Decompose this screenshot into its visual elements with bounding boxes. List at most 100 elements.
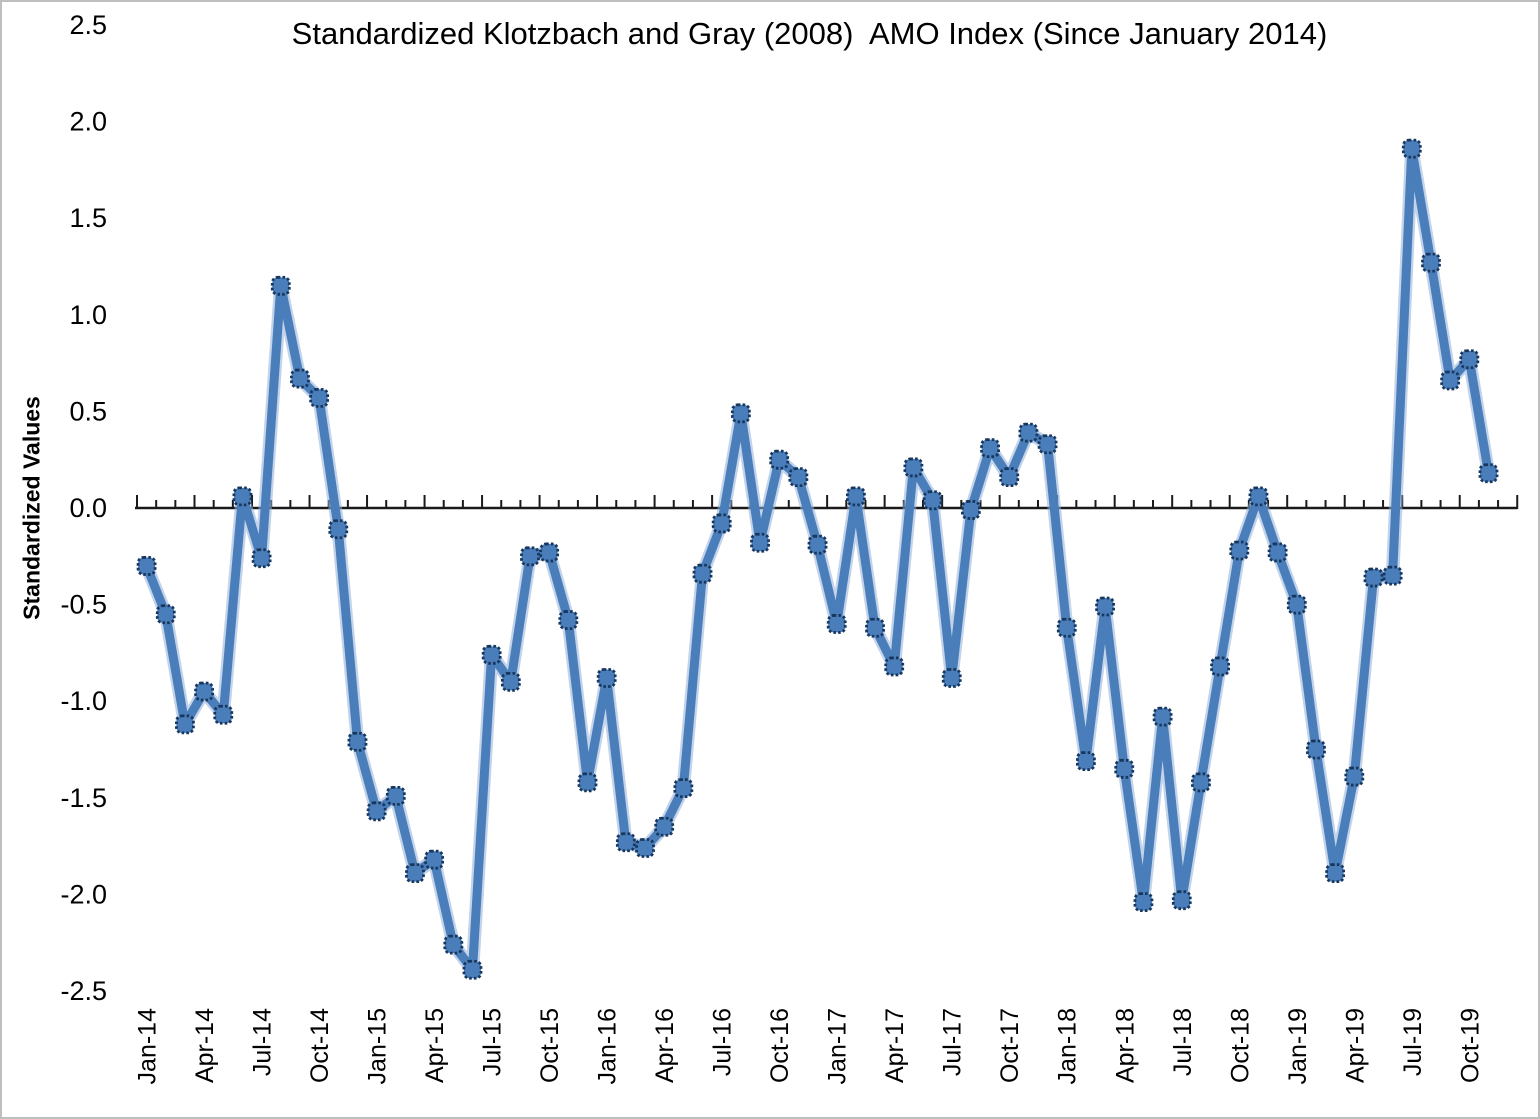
y-tick-label: 2.5 xyxy=(69,10,107,40)
data-point xyxy=(1076,751,1096,771)
data-point xyxy=(1248,486,1269,507)
data-point xyxy=(845,486,866,507)
y-tick-label: -0.5 xyxy=(60,590,107,620)
x-tick-label: Oct-14 xyxy=(306,1008,334,1083)
data-point xyxy=(309,387,330,408)
data-point xyxy=(1191,772,1211,793)
x-tick-label: Jan-15 xyxy=(364,1008,392,1084)
data-point xyxy=(270,275,291,296)
x-tick-label: Oct-17 xyxy=(996,1008,1024,1083)
data-point xyxy=(443,934,464,955)
x-tick-label: Jan-18 xyxy=(1054,1008,1082,1084)
data-point xyxy=(558,610,579,630)
data-point xyxy=(999,467,1020,487)
data-point xyxy=(1267,542,1288,563)
x-tick-label: Jan-16 xyxy=(594,1008,622,1084)
x-tick-label: Apr-19 xyxy=(1341,1008,1369,1083)
data-point xyxy=(424,849,445,870)
x-tick-label: Jan-19 xyxy=(1284,1008,1312,1084)
data-point xyxy=(577,772,598,793)
data-point xyxy=(596,668,617,688)
x-tick-label: Oct-16 xyxy=(766,1008,794,1083)
data-point xyxy=(941,668,962,688)
data-point xyxy=(1363,567,1384,588)
data-point xyxy=(692,563,713,584)
data-point xyxy=(807,534,828,555)
x-tick-label: Oct-19 xyxy=(1456,1008,1484,1083)
x-tick-label: Apr-14 xyxy=(191,1008,219,1083)
data-point xyxy=(635,838,655,858)
data-point xyxy=(251,548,272,569)
x-tick-label: Jul-14 xyxy=(249,1008,277,1076)
data-point xyxy=(366,801,387,822)
data-point xyxy=(155,604,176,625)
x-tick-label: Oct-15 xyxy=(536,1008,564,1083)
x-tick-label: Jul-19 xyxy=(1399,1008,1427,1076)
data-point xyxy=(539,542,560,563)
data-point xyxy=(1171,890,1192,911)
data-point xyxy=(903,457,924,478)
y-tick-label: 0.5 xyxy=(69,396,107,426)
x-tick-label: Jul-18 xyxy=(1169,1008,1197,1076)
x-tick-label: Apr-17 xyxy=(881,1008,909,1083)
data-point xyxy=(500,671,521,692)
x-tick-label: Jan-14 xyxy=(134,1008,162,1085)
data-point xyxy=(1306,739,1326,760)
y-tick-label: -1.0 xyxy=(60,686,107,716)
data-point xyxy=(980,438,1000,459)
data-point xyxy=(1478,463,1499,484)
x-tick-label: Apr-18 xyxy=(1111,1008,1139,1083)
x-tick-label: Apr-16 xyxy=(651,1008,679,1083)
y-tick-label: 0.0 xyxy=(69,493,107,523)
data-point xyxy=(730,403,751,424)
x-tick-label: Jul-15 xyxy=(479,1008,507,1076)
y-tick-label: -2.5 xyxy=(60,976,107,1006)
chart-title: Standardized Klotzbach and Gray (2008) A… xyxy=(291,16,1328,51)
y-tick-label: 1.5 xyxy=(69,203,107,233)
data-point xyxy=(328,519,349,540)
data-point xyxy=(1152,706,1173,727)
data-point xyxy=(481,644,502,665)
data-point xyxy=(347,731,368,752)
data-point xyxy=(826,614,847,634)
y-tick-label: 2.0 xyxy=(69,107,107,137)
x-tick-label: Apr-15 xyxy=(421,1008,449,1083)
data-point xyxy=(1421,252,1441,273)
x-tick-label: Jul-16 xyxy=(709,1008,737,1076)
data-point xyxy=(290,368,310,389)
data-point xyxy=(1133,892,1154,913)
x-tick-label: Jan-17 xyxy=(824,1008,852,1084)
data-point xyxy=(213,704,234,725)
data-point xyxy=(1229,540,1250,561)
y-tick-label: 1.0 xyxy=(69,300,107,330)
data-point xyxy=(654,816,675,837)
data-point xyxy=(711,513,732,534)
x-tick-label: Oct-18 xyxy=(1226,1008,1254,1083)
data-point xyxy=(1440,370,1461,391)
x-tick-label: Jul-17 xyxy=(939,1008,967,1076)
data-point xyxy=(136,556,157,576)
data-point xyxy=(232,486,253,507)
data-point xyxy=(1382,565,1403,586)
data-point xyxy=(1401,138,1422,159)
data-point xyxy=(960,500,981,520)
data-point xyxy=(175,714,195,735)
data-point xyxy=(385,785,406,806)
data-point xyxy=(462,959,483,980)
data-point xyxy=(673,778,694,799)
data-point xyxy=(750,532,770,553)
data-point xyxy=(1037,434,1058,455)
data-point xyxy=(884,656,905,677)
data-point xyxy=(769,449,790,470)
data-point xyxy=(615,832,636,853)
data-point xyxy=(520,546,540,567)
data-point xyxy=(1325,863,1346,884)
data-point xyxy=(405,863,425,884)
y-tick-label: -1.5 xyxy=(60,783,107,813)
data-point xyxy=(788,467,809,487)
data-point xyxy=(1344,766,1365,787)
data-point xyxy=(1210,656,1231,677)
y-tick-label: -2.0 xyxy=(60,879,107,909)
